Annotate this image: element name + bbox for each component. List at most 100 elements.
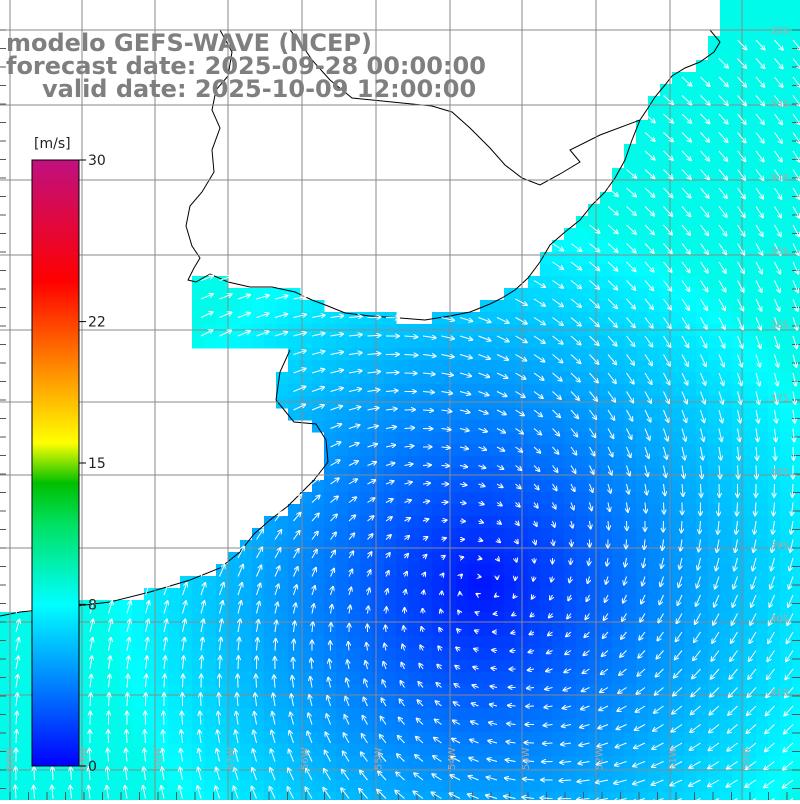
- speed-cell: [744, 408, 757, 421]
- speed-cell: [216, 780, 229, 793]
- speed-cell: [348, 636, 361, 649]
- speed-cell: [744, 576, 757, 589]
- speed-cell: [672, 660, 685, 673]
- speed-cell: [288, 576, 301, 589]
- speed-cell: [696, 756, 709, 769]
- speed-cell: [288, 540, 301, 553]
- speed-cell: [336, 420, 349, 433]
- speed-cell: [492, 504, 505, 517]
- speed-cell: [420, 384, 433, 397]
- speed-cell: [264, 516, 277, 529]
- latitude-label: 35S: [770, 247, 789, 258]
- speed-cell: [648, 516, 661, 529]
- speed-cell: [480, 648, 493, 661]
- speed-cell: [768, 0, 781, 13]
- speed-cell: [708, 564, 721, 577]
- speed-cell: [708, 144, 721, 157]
- speed-cell: [312, 636, 325, 649]
- speed-cell: [792, 132, 800, 145]
- speed-cell: [780, 744, 793, 757]
- speed-cell: [756, 564, 769, 577]
- speed-cell: [372, 648, 385, 661]
- speed-cell: [336, 624, 349, 637]
- speed-cell: [588, 216, 601, 229]
- speed-cell: [732, 588, 745, 601]
- speed-cell: [588, 720, 601, 733]
- speed-cell: [612, 348, 625, 361]
- speed-cell: [456, 696, 469, 709]
- speed-cell: [696, 732, 709, 745]
- speed-cell: [360, 696, 373, 709]
- speed-cell: [120, 624, 133, 637]
- speed-cell: [588, 708, 601, 721]
- speed-cell: [648, 252, 661, 265]
- speed-cell: [744, 348, 757, 361]
- speed-cell: [780, 528, 793, 541]
- speed-cell: [696, 468, 709, 481]
- wind-arrow: [570, 558, 571, 564]
- speed-cell: [696, 192, 709, 205]
- speed-cell: [240, 636, 253, 649]
- speed-cell: [408, 732, 421, 745]
- speed-cell: [564, 264, 577, 277]
- speed-cell: [504, 744, 517, 757]
- speed-cell: [372, 372, 385, 385]
- speed-cell: [672, 180, 685, 193]
- speed-cell: [792, 660, 800, 673]
- speed-cell: [408, 420, 421, 433]
- speed-cell: [192, 672, 205, 685]
- speed-cell: [528, 480, 541, 493]
- speed-cell: [756, 468, 769, 481]
- speed-cell: [636, 348, 649, 361]
- longitude-label: 55W: [374, 747, 385, 770]
- speed-cell: [600, 288, 613, 301]
- speed-cell: [264, 636, 277, 649]
- speed-cell: [756, 360, 769, 373]
- speed-cell: [588, 288, 601, 301]
- speed-cell: [768, 276, 781, 289]
- speed-cell: [468, 480, 481, 493]
- speed-cell: [780, 516, 793, 529]
- speed-cell: [612, 612, 625, 625]
- speed-cell: [240, 780, 253, 793]
- speed-cell: [636, 372, 649, 385]
- speed-cell: [204, 756, 217, 769]
- speed-cell: [420, 336, 433, 349]
- speed-cell: [780, 420, 793, 433]
- speed-cell: [576, 672, 589, 685]
- speed-cell: [96, 708, 109, 721]
- speed-cell: [624, 708, 637, 721]
- speed-cell: [504, 360, 517, 373]
- speed-cell: [552, 528, 565, 541]
- speed-cell: [408, 348, 421, 361]
- speed-cell: [720, 564, 733, 577]
- speed-cell: [504, 480, 517, 493]
- speed-cell: [276, 720, 289, 733]
- speed-cell: [228, 552, 241, 565]
- speed-cell: [336, 456, 349, 469]
- speed-cell: [492, 708, 505, 721]
- speed-cell: [276, 624, 289, 637]
- speed-cell: [168, 612, 181, 625]
- speed-cell: [672, 588, 685, 601]
- speed-cell: [420, 444, 433, 457]
- speed-cell: [588, 384, 601, 397]
- speed-cell: [708, 300, 721, 313]
- speed-cell: [264, 540, 277, 553]
- speed-cell: [348, 360, 361, 373]
- speed-cell: [720, 552, 733, 565]
- speed-cell: [780, 12, 793, 25]
- speed-cell: [468, 624, 481, 637]
- speed-cell: [672, 156, 685, 169]
- speed-cell: [384, 504, 397, 517]
- speed-cell: [348, 552, 361, 565]
- speed-cell: [312, 696, 325, 709]
- speed-cell: [576, 300, 589, 313]
- speed-cell: [492, 636, 505, 649]
- speed-cell: [780, 432, 793, 445]
- speed-cell: [576, 432, 589, 445]
- speed-cell: [12, 708, 25, 721]
- speed-cell: [408, 504, 421, 517]
- speed-cell: [480, 708, 493, 721]
